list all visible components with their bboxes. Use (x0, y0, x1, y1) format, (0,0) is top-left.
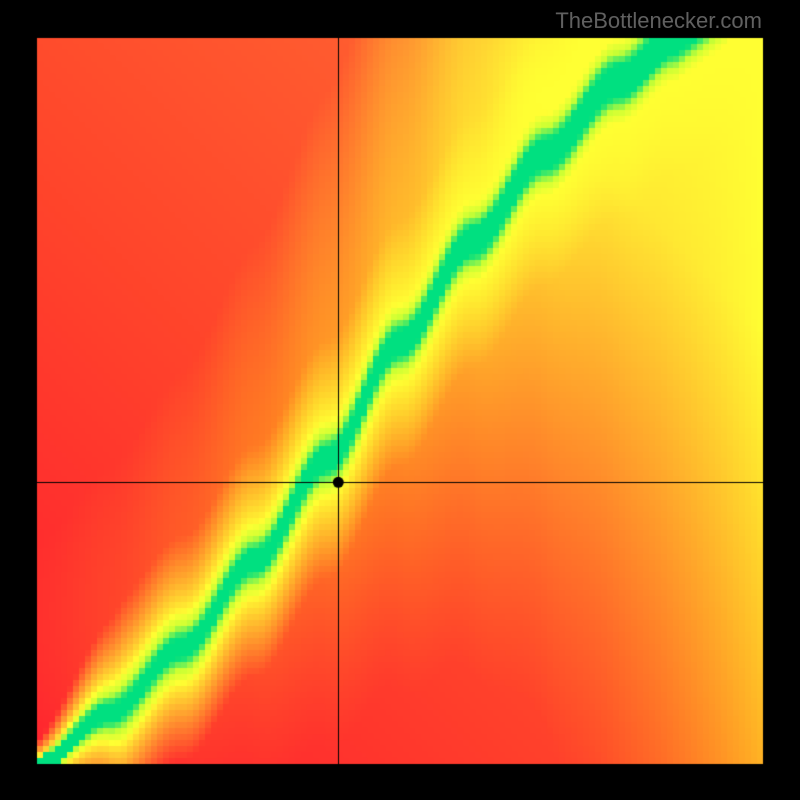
heatmap-canvas (0, 0, 800, 800)
chart-container: TheBottlenecker.com (0, 0, 800, 800)
watermark-text: TheBottlenecker.com (555, 8, 762, 34)
